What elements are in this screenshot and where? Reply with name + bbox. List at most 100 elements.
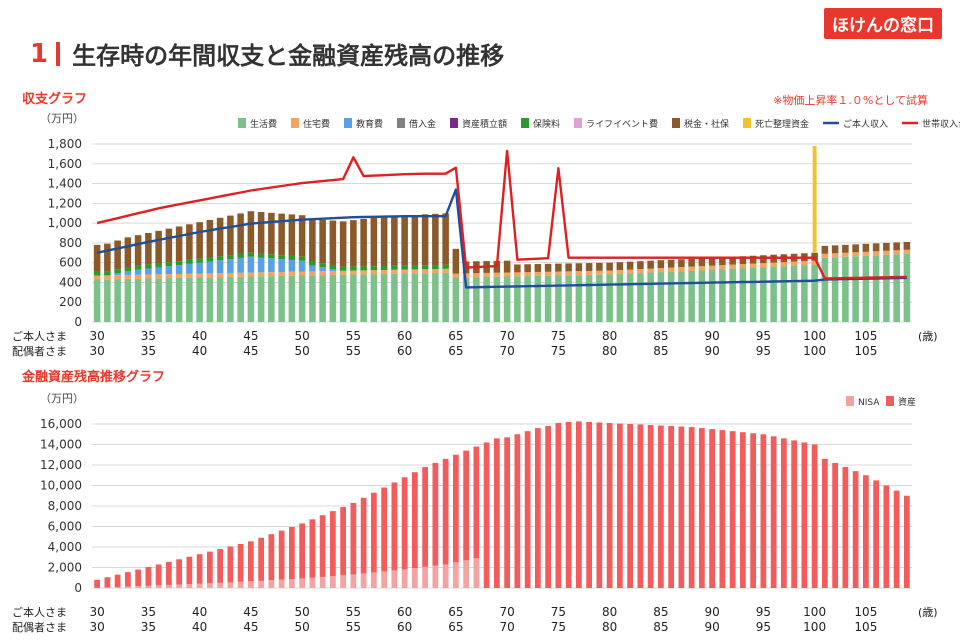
x-tick-label-self: 60 [397, 605, 412, 619]
bar-nisa [145, 585, 152, 588]
bar-asset [186, 556, 193, 585]
bar-asset [483, 442, 490, 588]
bar-asset [729, 431, 736, 588]
x-tick-label-spouse: 85 [653, 620, 668, 634]
bar-segment [145, 278, 152, 322]
bar-segment [268, 276, 275, 322]
bar-asset [647, 425, 654, 588]
bar-segment [360, 274, 367, 322]
x-tick-label-self: 100 [803, 329, 826, 343]
bar-segment [257, 253, 265, 258]
bar-asset [658, 425, 664, 588]
legend-swatch-5 [521, 118, 529, 128]
bar-segment [196, 277, 203, 322]
bar-segment [401, 215, 408, 266]
x-tick-label-spouse: 105 [854, 620, 877, 634]
bar-segment [821, 257, 829, 322]
bar-segment [565, 271, 572, 276]
y-tick-label: 1,200 [48, 196, 82, 210]
bar-segment [637, 269, 644, 274]
bar-segment [114, 275, 121, 280]
bar-segment [667, 267, 675, 272]
bar-segment [616, 270, 624, 275]
x-tick-label-self: 65 [448, 605, 463, 619]
bar-segment [237, 272, 244, 277]
bar-segment [708, 269, 716, 322]
bar-asset [319, 515, 326, 577]
bar-segment [698, 258, 706, 267]
bar-nisa [227, 582, 234, 588]
bar-segment [206, 277, 214, 322]
x-tick-label-spouse: 80 [602, 620, 617, 634]
bar-segment [893, 250, 900, 255]
bar-segment [319, 275, 326, 322]
bar-nisa [268, 580, 275, 588]
bar-segment [124, 274, 132, 279]
bar-segment [432, 213, 439, 266]
bar-asset [135, 569, 141, 587]
bar-segment [473, 273, 480, 278]
bar-segment [812, 145, 817, 253]
bar-segment [575, 263, 583, 272]
bar-segment [298, 260, 306, 272]
bar-segment [534, 271, 542, 276]
x-tick-label-spouse: 100 [803, 344, 826, 358]
bar-segment [708, 265, 716, 270]
bar-segment [309, 261, 316, 266]
bar-asset [104, 577, 111, 588]
bar-segment [442, 272, 449, 322]
bar-segment [596, 262, 603, 271]
bar-nisa [453, 562, 459, 588]
line-ご本人収入 [96, 188, 907, 289]
bar-segment [872, 243, 880, 252]
bar-segment [411, 269, 419, 274]
bar-segment [175, 273, 183, 278]
bar-asset [494, 438, 500, 588]
legend-label-5: 保険料 [533, 118, 560, 130]
bar-nisa [114, 586, 121, 588]
bar-segment [831, 257, 839, 322]
page-title: 生存時の年間収支と金融資産残高の推移 [72, 42, 505, 70]
bar-segment [565, 275, 572, 322]
x-tick-label-spouse: 30 [89, 620, 104, 634]
bar-segment [760, 255, 767, 264]
legend-label-0: NISA [858, 398, 880, 408]
chart2-gridlines [92, 423, 912, 589]
bar-nisa [330, 576, 336, 588]
bar-segment [93, 244, 101, 272]
bar-segment [657, 272, 665, 322]
y-tick-label: 400 [59, 275, 82, 289]
bar-segment [729, 256, 736, 265]
bar-segment [124, 267, 132, 271]
bar-segment [370, 270, 378, 275]
bar-asset [719, 430, 726, 588]
bar-asset [565, 421, 572, 588]
bar-nisa [104, 587, 111, 588]
bar-asset [207, 551, 213, 584]
bar-segment [749, 267, 757, 322]
bar-segment [585, 263, 593, 271]
bar-segment [237, 257, 244, 273]
y-tick-label: 6,000 [48, 520, 82, 534]
x-tick-label-self: 80 [602, 605, 617, 619]
bar-segment [360, 266, 367, 271]
bar-asset [412, 472, 418, 569]
bar-segment [544, 263, 552, 272]
chart2-row-label-self: ご本人さま [12, 605, 67, 619]
bar-segment [524, 272, 531, 277]
x-tick-label-self: 50 [294, 329, 309, 343]
bar-segment [719, 265, 726, 270]
x-tick-label-spouse: 30 [89, 344, 104, 358]
bar-segment [216, 273, 224, 278]
bar-segment [585, 270, 593, 275]
bar-nisa [391, 570, 398, 588]
legend-label-6: ライフイベント費 [586, 118, 658, 130]
bar-segment [493, 272, 501, 277]
y-tick-label: 2,000 [48, 561, 82, 575]
chart1-section-label: 収支グラフ [22, 92, 88, 107]
bar-segment [268, 258, 275, 273]
legend-label-10: 世帯収入合計 [922, 118, 960, 130]
x-tick-label-self: 85 [653, 605, 668, 619]
bar-segment [155, 278, 162, 322]
